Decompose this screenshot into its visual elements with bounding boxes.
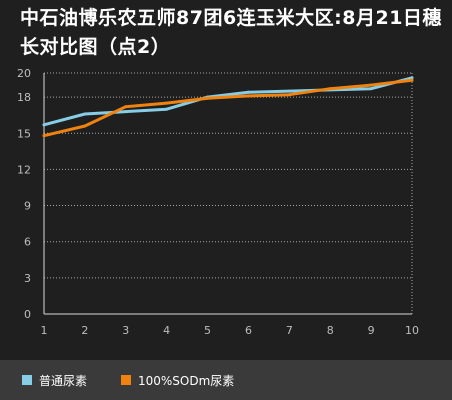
x-tick-label-1: 1 — [41, 324, 48, 337]
y-tick-label-3: 3 — [24, 272, 31, 285]
data-point-series-1-x2 — [83, 124, 87, 128]
data-point-series-1-x4 — [165, 101, 169, 105]
data-point-series-0-x7 — [287, 89, 291, 93]
data-point-series-0-x4 — [165, 107, 169, 111]
data-point-series-1-x5 — [206, 96, 210, 100]
data-point-series-1-x10 — [410, 78, 414, 82]
data-point-series-1-x7 — [287, 93, 291, 97]
data-point-series-0-x10 — [410, 76, 414, 80]
series-line-0 — [42, 76, 414, 127]
y-tick-label-6: 6 — [24, 236, 31, 249]
data-point-series-1-x6 — [246, 94, 250, 98]
x-tick-label-2: 2 — [81, 324, 88, 337]
y-tick-label-0: 0 — [24, 308, 31, 321]
chart-legend: 普通尿素 100%SODm尿素 — [0, 360, 452, 400]
data-point-series-1-x1 — [42, 134, 46, 138]
data-point-series-0-x6 — [246, 90, 250, 94]
y-tick-label-20: 20 — [17, 67, 31, 80]
chart-title: 中石油博乐农五师87团6连玉米大区:8月21日穗长对比图（点2） — [20, 7, 442, 58]
y-tick-label-12: 12 — [17, 163, 31, 176]
y-tick-label-9: 9 — [24, 200, 31, 213]
x-tick-label-10: 10 — [405, 324, 419, 337]
x-tick-label-9: 9 — [368, 324, 375, 337]
x-tick-label-7: 7 — [286, 324, 293, 337]
legend-label-series-1: 100%SODm尿素 — [138, 373, 235, 388]
legend-label-series-0: 普通尿素 — [39, 373, 88, 388]
data-point-series-0-x3 — [124, 110, 128, 114]
x-tick-label-3: 3 — [122, 324, 129, 337]
x-tick-label-5: 5 — [204, 324, 211, 337]
series-line-1 — [42, 78, 414, 138]
x-tick-label-4: 4 — [163, 324, 170, 337]
data-point-series-0-x2 — [83, 112, 87, 116]
legend-item-series-0[interactable]: 普通尿素 — [22, 370, 87, 390]
legend-swatch-series-1 — [121, 375, 131, 385]
legend-swatch-series-0 — [22, 375, 32, 385]
x-tick-label-6: 6 — [245, 324, 252, 337]
y-tick-label-18: 18 — [17, 91, 31, 104]
legend-item-series-1[interactable]: 100%SODm尿素 — [121, 370, 234, 390]
y-tick-label-15: 15 — [17, 127, 31, 140]
data-point-series-1-x3 — [124, 105, 128, 109]
data-point-series-1-x8 — [328, 87, 332, 91]
x-tick-label-8: 8 — [327, 324, 334, 337]
data-point-series-0-x9 — [369, 87, 373, 91]
data-point-series-1-x9 — [369, 83, 373, 87]
data-point-series-0-x1 — [42, 123, 46, 127]
